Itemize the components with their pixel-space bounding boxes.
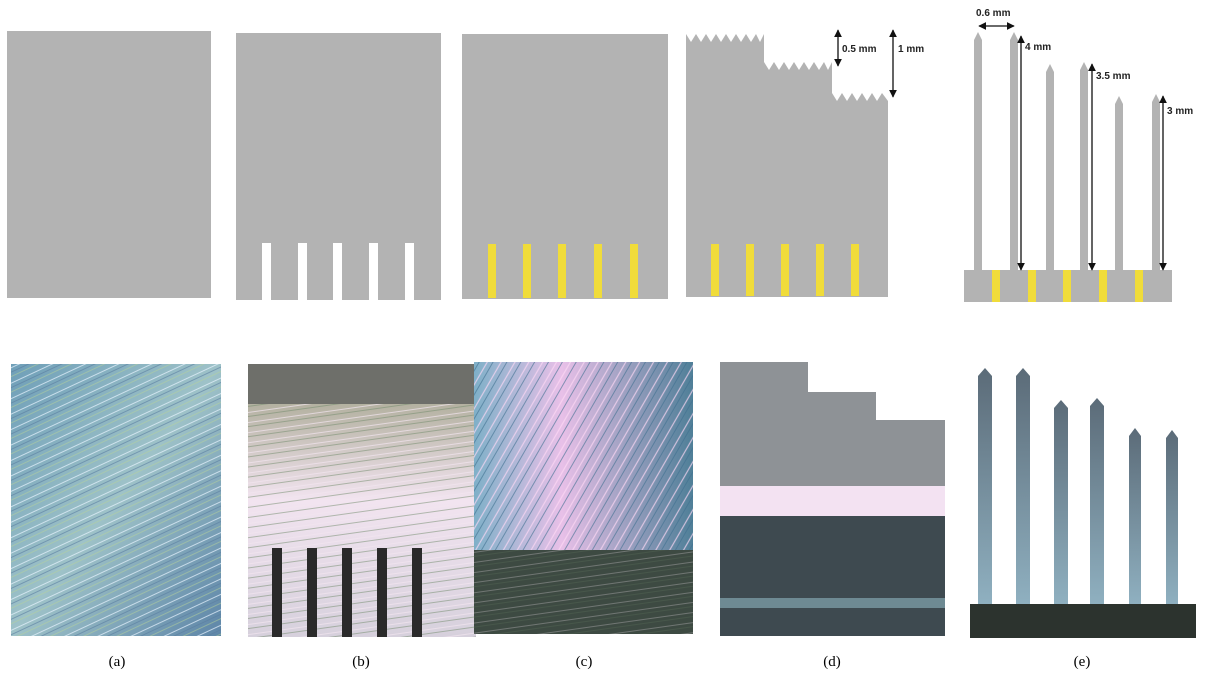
schematic-c bbox=[462, 34, 668, 299]
panel-label: (b) bbox=[352, 654, 370, 670]
photo-b bbox=[248, 364, 476, 637]
schematic-a bbox=[7, 31, 211, 298]
dimension-label: 0.6 mm bbox=[976, 8, 1011, 19]
schematic-e: 0.6 mm 4 mm 3.5 mm 3 mm bbox=[964, 8, 1193, 302]
dimension-label: 4 mm bbox=[1025, 42, 1051, 53]
photo-c bbox=[474, 362, 693, 634]
panel-label: (e) bbox=[1074, 654, 1091, 670]
dimension-label: 1 mm bbox=[898, 44, 924, 55]
figure: 0.5 mm 1 mm 0.6 mm 4 mm 3.5 mm 3 mm bbox=[0, 0, 1210, 677]
schematic-b bbox=[236, 33, 441, 300]
dimension-label: 3.5 mm bbox=[1096, 71, 1131, 82]
panel-label: (c) bbox=[576, 654, 593, 670]
panel-label: (d) bbox=[823, 654, 841, 670]
photo-d bbox=[720, 362, 945, 636]
photo-e bbox=[970, 368, 1196, 638]
schematic-d: 0.5 mm 1 mm bbox=[686, 30, 924, 297]
dimension-label: 0.5 mm bbox=[842, 44, 877, 55]
panel-label: (a) bbox=[109, 654, 126, 670]
pillars bbox=[974, 32, 1160, 270]
substrate bbox=[7, 31, 211, 298]
dimension-label: 3 mm bbox=[1167, 106, 1193, 117]
photo-a bbox=[11, 364, 221, 636]
